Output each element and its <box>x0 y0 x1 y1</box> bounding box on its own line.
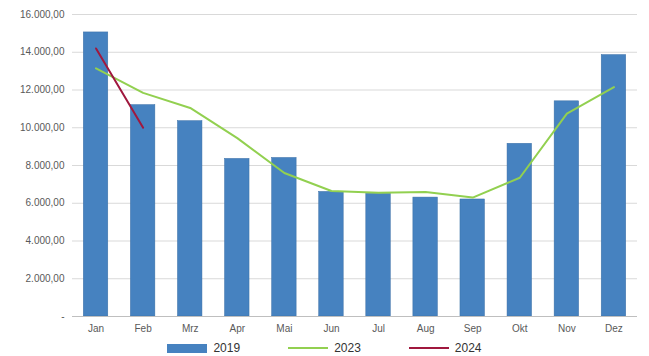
svg-text:-: - <box>61 311 64 322</box>
svg-text:14.000,00: 14.000,00 <box>20 46 65 57</box>
svg-text:6.000,00: 6.000,00 <box>26 197 65 208</box>
html-text:2019: 2019 <box>213 341 241 355</box>
svg-text:Apr: Apr <box>230 323 246 334</box>
svg-text:Nov: Nov <box>558 323 576 334</box>
svg-text:8.000,00: 8.000,00 <box>26 160 65 171</box>
svg-text:2.000,00: 2.000,00 <box>26 273 65 284</box>
svg-text:Mai: Mai <box>276 323 292 334</box>
svg-text:Jul: Jul <box>372 323 385 334</box>
svg-text:Jan: Jan <box>88 323 104 334</box>
svg-text:Okt: Okt <box>512 323 528 334</box>
html-text:2024: 2024 <box>454 341 482 355</box>
svg-text:Aug: Aug <box>417 323 435 334</box>
svg-text:4.000,00: 4.000,00 <box>26 235 65 246</box>
svg-text:Dez: Dez <box>605 323 623 334</box>
svg-text:Sep: Sep <box>464 323 482 334</box>
svg-text:Jun: Jun <box>323 323 339 334</box>
svg-text:Feb: Feb <box>135 323 153 334</box>
svg-text:12.000,00: 12.000,00 <box>20 84 65 95</box>
svg-text:16.000,00: 16.000,00 <box>20 9 65 20</box>
svg-text:Mrz: Mrz <box>182 323 199 334</box>
svg-text:10.000,00: 10.000,00 <box>20 122 65 133</box>
html-text:2023: 2023 <box>334 341 361 355</box>
